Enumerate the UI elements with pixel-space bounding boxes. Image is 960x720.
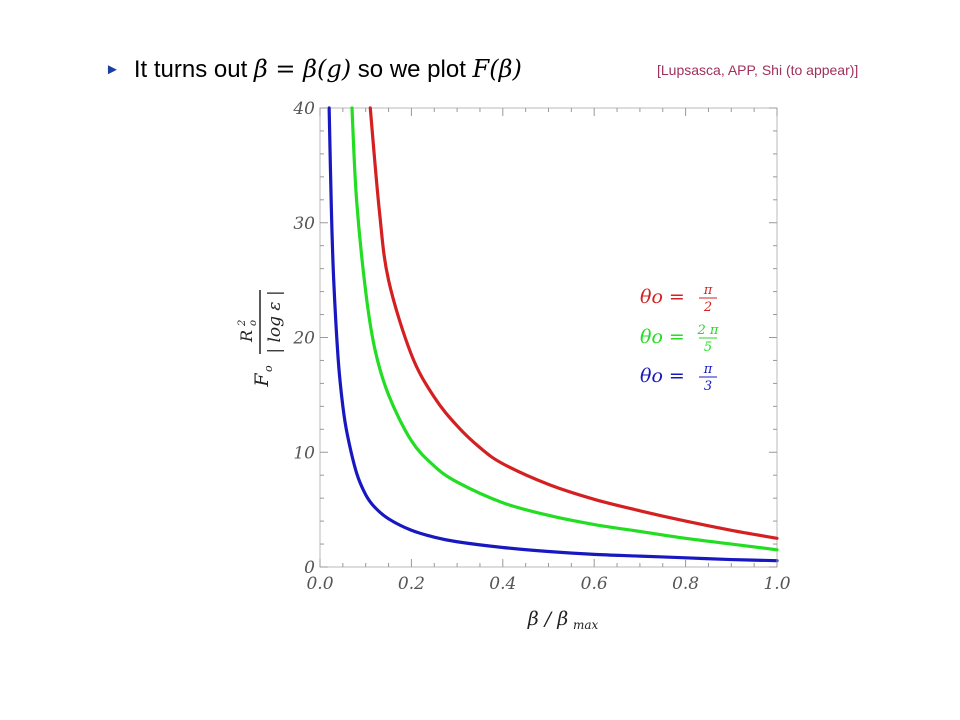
x-tick-label: 0.6 bbox=[581, 574, 608, 594]
y-axis-label-R: R bbox=[237, 330, 256, 343]
legend-numerator: 2 π bbox=[697, 323, 719, 338]
curves bbox=[327, 106, 779, 563]
x-tick-label: 0.2 bbox=[398, 574, 425, 594]
series-line-1 bbox=[368, 106, 779, 540]
x-tick-label: 0.4 bbox=[489, 574, 516, 594]
legend-numerator: π bbox=[703, 283, 713, 298]
y-axis-label-F: F bbox=[251, 373, 273, 388]
x-tick-label: 0.0 bbox=[306, 574, 333, 594]
x-axis-label: β / β max bbox=[527, 608, 599, 632]
y-tick-label: 40 bbox=[292, 99, 315, 119]
legend-numerator: π bbox=[703, 362, 713, 377]
bullet-text-part-1: It turns out bbox=[133, 55, 254, 83]
legend-entry-3: θo = π 3 bbox=[640, 362, 717, 394]
y-tick-label: 10 bbox=[293, 443, 315, 463]
legend: θo = π 2 θo = 2 π 5 θo = π 3 bbox=[640, 283, 719, 394]
bullet-math-F-beta: F(β) bbox=[472, 54, 522, 83]
axis-ticks: 0.0 0.2 0.4 0.6 0.8 1.0 0 10 20 30 40 bbox=[292, 99, 790, 594]
y-axis-label-R-sup: 2 bbox=[237, 320, 248, 327]
y-axis-label-F-sub: o bbox=[262, 365, 275, 372]
legend-lhs: θo = bbox=[640, 326, 685, 348]
bullet-text: It turns out β = β(g) so we plot F(β) bbox=[134, 55, 522, 84]
x-tick-label: 1.0 bbox=[763, 574, 790, 594]
y-axis-label-R-sub: o bbox=[248, 320, 259, 326]
bullet-triangle-icon: ► bbox=[105, 60, 120, 78]
bullet-text-part-2: so we plot bbox=[351, 55, 473, 83]
bullet-math-beta: β = β(g) bbox=[253, 54, 352, 83]
bullet-point: ► It turns out β = β(g) so we plot F(β) bbox=[105, 52, 522, 86]
legend-entry-2: θo = 2 π 5 bbox=[640, 323, 719, 355]
x-axis-label-main: β / β bbox=[527, 608, 568, 630]
legend-denominator: 3 bbox=[704, 379, 712, 394]
legend-lhs: θo = bbox=[640, 286, 685, 308]
y-tick-label: 0 bbox=[304, 558, 315, 578]
citation: [Lupsasca, APP, Shi (to appear)] bbox=[657, 62, 859, 78]
series-line-2 bbox=[350, 106, 779, 552]
legend-denominator: 5 bbox=[704, 340, 712, 355]
y-axis-label-log: | log ε | bbox=[265, 290, 285, 353]
x-axis-label-subscript: max bbox=[573, 618, 599, 632]
x-tick-label: 0.8 bbox=[672, 574, 699, 594]
legend-denominator: 2 bbox=[703, 300, 712, 315]
legend-entry-1: θo = π 2 bbox=[640, 283, 717, 315]
series-line-3 bbox=[327, 106, 779, 563]
y-tick-label: 20 bbox=[292, 329, 315, 349]
legend-lhs: θo = bbox=[640, 365, 685, 387]
y-tick-label: 30 bbox=[293, 214, 315, 234]
